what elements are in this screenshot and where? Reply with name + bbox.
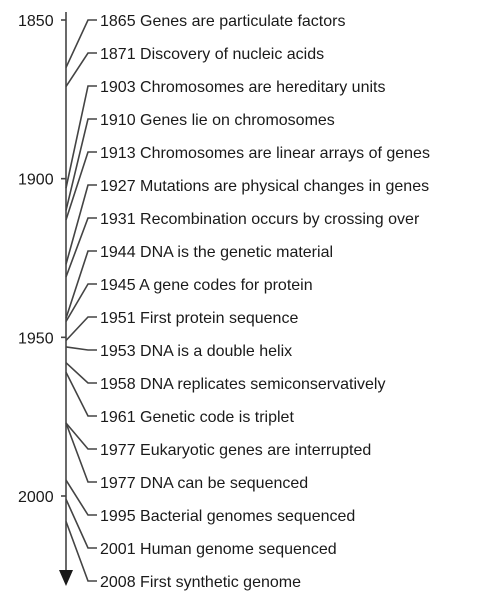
event-label: 1945 A gene codes for protein	[100, 277, 313, 294]
event-connectors	[65, 19, 97, 582]
event-connector	[65, 422, 97, 450]
event-label: 1995 Bacterial genomes sequenced	[100, 508, 355, 525]
decade-labels: 1850 1900 1950 2000	[18, 13, 66, 506]
event-label: 1953 DNA is a double helix	[100, 343, 292, 360]
event-label: 2008 First synthetic genome	[100, 574, 301, 591]
event-connector	[65, 371, 97, 417]
event-label: 1927 Mutations are physical changes in g…	[100, 178, 429, 195]
event-label: 1951 First protein sequence	[100, 310, 298, 327]
event-label: 1931 Recombination occurs by crossing ov…	[100, 211, 420, 228]
event-connector	[65, 498, 97, 549]
arrowhead-icon	[59, 570, 73, 586]
event-label: 2001 Human genome sequenced	[100, 541, 337, 558]
event-connector	[65, 52, 97, 88]
event-connector	[65, 85, 97, 189]
event-label: 1961 Genetic code is triplet	[100, 409, 294, 426]
event-connector	[65, 316, 97, 342]
event-connector	[65, 422, 97, 483]
decade-label: 1950	[18, 330, 54, 347]
event-label: 1977 Eukaryotic genes are interrupted	[100, 442, 371, 459]
event-connector	[65, 118, 97, 211]
event-label: 1910 Genes lie on chromosomes	[100, 112, 335, 129]
event-label: 1865 Genes are particulate factors	[100, 13, 345, 30]
decade-label: 1850	[18, 13, 54, 30]
event-connector	[65, 217, 97, 278]
event-connector	[65, 346, 97, 351]
event-labels: 1865 Genes are particulate factors 1871 D…	[100, 13, 430, 591]
event-label: 1977 DNA can be sequenced	[100, 475, 308, 492]
event-label: 1944 DNA is the genetic material	[100, 244, 333, 261]
event-label: 1958 DNA replicates semiconservatively	[100, 376, 385, 393]
decade-label: 2000	[18, 489, 54, 506]
event-connector	[65, 362, 97, 384]
event-connector	[65, 479, 97, 516]
event-connector	[65, 19, 97, 68]
event-connector	[65, 521, 97, 582]
event-connector	[65, 250, 97, 319]
event-label: 1903 Chromosomes are hereditary units	[100, 79, 385, 96]
event-label: 1871 Discovery of nucleic acids	[100, 46, 324, 63]
event-label: 1913 Chromosomes are linear arrays of ge…	[100, 145, 430, 162]
event-connector	[65, 283, 97, 322]
event-connector	[65, 151, 97, 221]
decade-label: 1900	[18, 172, 54, 189]
event-connector	[65, 184, 97, 265]
